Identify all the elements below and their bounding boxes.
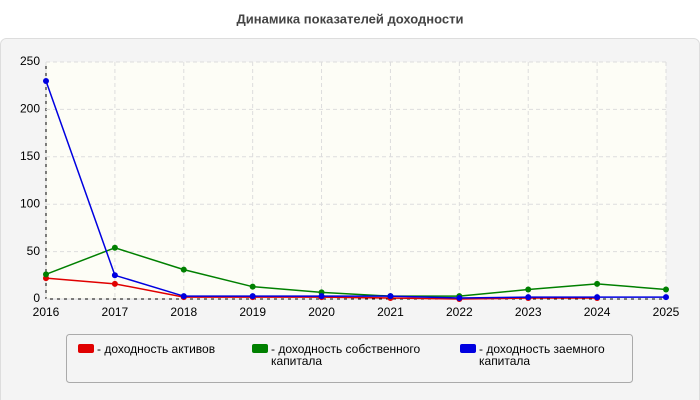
- x-tick-label: 2024: [584, 305, 611, 319]
- x-tick-label: 2025: [653, 305, 680, 319]
- point: [249, 293, 256, 300]
- point: [180, 266, 187, 273]
- legend-box: [66, 334, 633, 383]
- legend-item: - доходность заемного капитала: [460, 343, 630, 367]
- point: [249, 283, 256, 290]
- point: [387, 293, 394, 300]
- point: [663, 294, 669, 301]
- y-tick-label: 0: [33, 291, 40, 305]
- point: [663, 286, 669, 293]
- legend-swatch: [252, 344, 268, 353]
- plot-area: [46, 62, 666, 299]
- x-tick-label: 2016: [33, 305, 60, 319]
- x-tick-label: 2021: [377, 305, 404, 319]
- legend-label: - доходность активов: [97, 342, 216, 356]
- x-tick-label: 2019: [239, 305, 266, 319]
- point: [180, 293, 187, 300]
- point: [43, 77, 49, 84]
- legend-swatch: [460, 344, 476, 353]
- legend-item: - доходность активов: [78, 343, 248, 355]
- point: [456, 295, 463, 302]
- legend-label: - доходность собственного капитала: [271, 342, 421, 368]
- x-tick-label: 2020: [308, 305, 335, 319]
- point: [594, 280, 601, 287]
- series-line: [45, 80, 666, 299]
- y-tick-label: 250: [20, 54, 40, 68]
- point: [111, 280, 118, 287]
- x-tick-label: 2017: [102, 305, 129, 319]
- y-tick-label: 50: [27, 244, 41, 258]
- legend-swatch: [78, 344, 94, 353]
- point: [318, 293, 325, 300]
- point: [111, 244, 118, 251]
- point: [594, 294, 601, 301]
- point: [525, 294, 532, 301]
- x-tick-label: 2022: [446, 305, 473, 319]
- legend-label: - доходность заемного капитала: [479, 342, 605, 368]
- point: [525, 286, 532, 293]
- point: [43, 271, 49, 278]
- x-tick-label: 2018: [170, 305, 197, 319]
- chart-title: Динамика показателей доходности: [236, 11, 463, 26]
- series-line: [45, 247, 667, 297]
- x-tick-label: 2023: [515, 305, 542, 319]
- y-tick-label: 100: [20, 196, 40, 210]
- y-tick-label: 200: [20, 102, 40, 116]
- point: [111, 272, 118, 279]
- y-tick-label: 150: [20, 149, 40, 163]
- legend-item: - доходность собственного капитала: [252, 343, 422, 367]
